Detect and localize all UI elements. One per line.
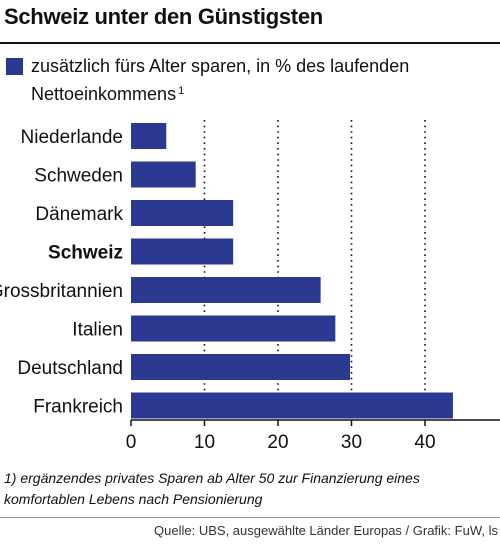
bar-chart: Niederlande Schweden Dänemark Schweiz Grossb… [0, 120, 500, 453]
chart-title: Schweiz unter den Günstigsten [4, 4, 323, 29]
legend-label-wrap: zusätzlich fürs Alter sparen, in % des l… [31, 54, 496, 107]
bars-layer [131, 123, 453, 419]
category-label: Frankreich [33, 397, 123, 418]
bar [131, 354, 351, 380]
category-label: Schweden [34, 166, 123, 187]
x-axis-ticks: 0 10 20 30 40 [126, 420, 436, 453]
x-tick-label: 40 [414, 432, 435, 453]
category-labels: Niederlande Schweden Dänemark Schweiz Grossb… [0, 127, 123, 418]
bar [131, 315, 336, 342]
bar [131, 392, 453, 419]
category-label: Grossbritannien [0, 281, 123, 302]
bar [131, 238, 234, 265]
source-credit: Quelle: UBS, ausgewählte Länder Europas … [154, 523, 498, 538]
legend-label: zusätzlich fürs Alter sparen, in % des l… [31, 56, 410, 104]
legend-footnote-marker: 1 [178, 85, 185, 97]
bar [131, 277, 321, 303]
bar [131, 123, 167, 149]
category-label: Deutschland [17, 358, 123, 379]
bar [131, 161, 196, 188]
footer-divider [0, 517, 500, 518]
x-tick-label: 30 [341, 432, 362, 453]
legend-swatch [6, 58, 23, 75]
category-label: Schweiz [48, 243, 123, 264]
title-divider [0, 42, 500, 44]
category-label: Dänemark [35, 204, 123, 225]
x-tick-label: 0 [126, 432, 137, 453]
chart-legend: zusätzlich fürs Alter sparen, in % des l… [6, 54, 496, 107]
category-label: Italien [72, 320, 123, 341]
category-label: Niederlande [21, 127, 123, 148]
x-tick-label: 10 [194, 432, 215, 453]
footnote: 1) ergänzendes privates Sparen ab Alter … [4, 470, 420, 507]
bar [131, 200, 234, 226]
x-tick-label: 20 [267, 432, 288, 453]
